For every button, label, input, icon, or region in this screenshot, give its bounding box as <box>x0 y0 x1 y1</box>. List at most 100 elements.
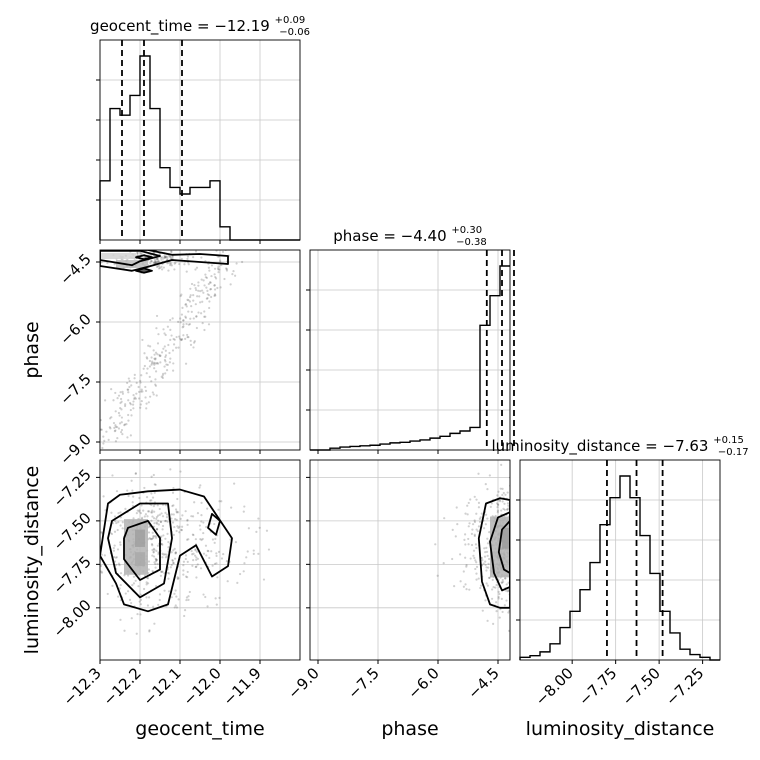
sample-point <box>131 403 135 406</box>
sample-point <box>203 284 206 287</box>
sample-point <box>192 299 195 302</box>
sample-point <box>523 568 525 570</box>
sample-point <box>157 603 160 606</box>
sample-point <box>511 547 513 549</box>
sample-point <box>527 557 529 559</box>
sample-point <box>163 553 167 556</box>
sample-point <box>514 546 516 548</box>
sample-point <box>173 592 176 595</box>
sample-point <box>504 493 507 496</box>
sample-point <box>486 488 489 491</box>
sample-point <box>505 599 508 602</box>
sample-point <box>131 489 134 492</box>
sample-point <box>160 375 163 379</box>
sample-point <box>480 556 484 560</box>
sample-point <box>522 507 524 509</box>
contour-line <box>207 513 221 536</box>
sample-point <box>181 326 184 329</box>
sample-point <box>116 548 120 551</box>
sample-point <box>154 370 158 373</box>
sample-point <box>129 408 132 412</box>
sample-point <box>138 496 141 500</box>
sample-point <box>169 328 172 332</box>
sample-point <box>142 367 145 370</box>
sample-point <box>140 374 143 377</box>
sample-point <box>187 263 190 266</box>
sample-point <box>150 543 154 546</box>
sample-point <box>139 379 142 382</box>
sample-point <box>512 529 514 531</box>
sample-point <box>167 540 170 544</box>
sample-point <box>165 516 169 519</box>
sample-point <box>483 555 487 558</box>
sample-point <box>185 598 188 602</box>
sample-point <box>521 583 523 585</box>
sample-point <box>173 557 177 560</box>
sample-point <box>494 586 497 589</box>
histogram-luminosity_distance <box>519 475 720 661</box>
sample-point <box>537 519 539 521</box>
sample-point <box>170 513 173 516</box>
sample-point <box>170 262 173 265</box>
sample-point <box>194 554 197 557</box>
sample-point <box>184 510 187 513</box>
sample-point <box>134 472 137 475</box>
sample-point <box>132 400 135 403</box>
sample-point <box>501 578 504 582</box>
sample-point <box>139 593 142 596</box>
sample-point <box>204 544 208 547</box>
sample-point <box>142 587 146 591</box>
sample-point <box>119 401 122 405</box>
sample-point <box>247 527 250 530</box>
sample-point <box>135 381 138 384</box>
sample-point <box>108 426 111 429</box>
sample-point <box>215 552 218 555</box>
sample-point <box>113 530 117 533</box>
sample-point <box>484 523 487 526</box>
sample-point <box>147 526 150 529</box>
sample-point <box>454 535 457 538</box>
sample-point <box>183 609 187 612</box>
sample-point <box>219 259 222 262</box>
sample-point <box>136 252 139 256</box>
sample-point <box>213 522 216 526</box>
sample-point <box>121 521 124 524</box>
sample-point <box>201 289 204 292</box>
sample-point <box>214 277 218 280</box>
sample-point <box>200 256 203 259</box>
sample-point <box>502 580 505 583</box>
sample-point <box>198 295 201 298</box>
sample-point <box>163 256 166 259</box>
sample-point <box>140 390 143 393</box>
sample-point <box>172 513 175 516</box>
sample-point <box>180 338 183 341</box>
sample-point <box>160 256 164 259</box>
sample-point <box>147 560 151 563</box>
sample-point <box>151 509 154 512</box>
sample-point <box>174 589 177 592</box>
sample-point <box>164 372 167 375</box>
sample-point <box>162 372 165 375</box>
sample-point <box>146 582 150 585</box>
sample-point <box>175 518 178 521</box>
sample-point <box>484 563 487 566</box>
sample-point <box>152 605 155 608</box>
sample-point <box>473 533 476 536</box>
sample-point <box>242 510 245 513</box>
sample-point <box>175 510 178 513</box>
sample-point <box>136 509 139 512</box>
sample-point <box>161 374 164 377</box>
sample-point <box>151 548 154 552</box>
sample-point <box>258 526 261 529</box>
sample-point <box>255 530 258 533</box>
sample-point <box>476 530 479 533</box>
sample-point <box>100 428 103 431</box>
sample-point <box>487 557 491 561</box>
sample-point <box>154 560 158 563</box>
sample-point <box>186 298 189 301</box>
sample-point <box>159 570 163 573</box>
sample-point <box>172 504 175 507</box>
sample-point <box>513 554 515 556</box>
sample-point <box>150 260 153 263</box>
sample-point <box>199 290 202 293</box>
